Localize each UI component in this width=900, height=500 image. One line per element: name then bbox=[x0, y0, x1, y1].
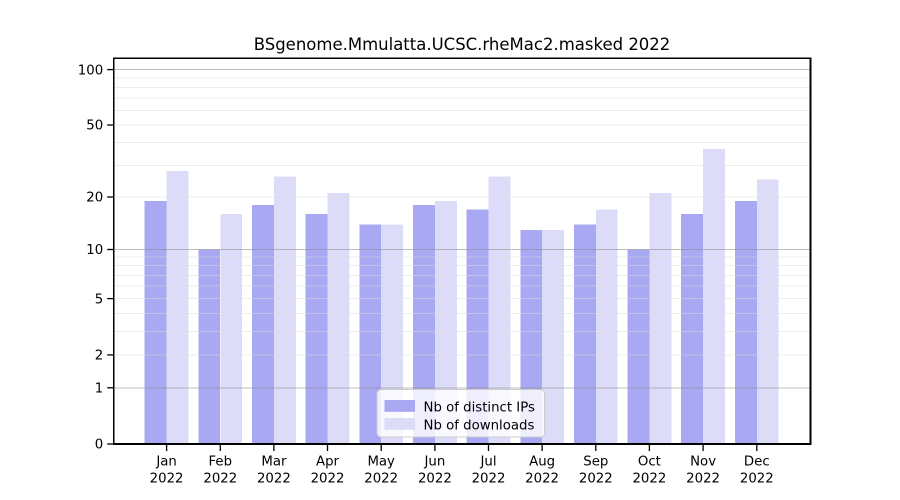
x-tick-label-year: 2022 bbox=[579, 472, 613, 487]
legend-swatch-distinct-ips bbox=[384, 400, 415, 412]
legend-label-distinct-ips: Nb of distinct IPs bbox=[424, 400, 536, 415]
y-tick-label: 10 bbox=[86, 243, 103, 258]
legend-label-downloads: Nb of downloads bbox=[424, 418, 535, 433]
bars-layer bbox=[144, 148, 779, 445]
bar-distinct-ips-dec bbox=[734, 201, 757, 444]
x-tick-label-month: May bbox=[367, 455, 395, 470]
bar-distinct-ips-feb bbox=[198, 249, 221, 444]
x-tick-label-month: Aug bbox=[529, 455, 555, 470]
x-tick-label-month: Dec bbox=[744, 455, 770, 470]
bar-downloads-jan bbox=[166, 170, 189, 445]
bar-downloads-aug bbox=[542, 229, 564, 444]
y-tick-label: 2 bbox=[95, 349, 103, 364]
y-tick-label: 0 bbox=[95, 438, 103, 453]
bar-downloads-mar bbox=[273, 176, 296, 444]
bar-distinct-ips-apr bbox=[305, 214, 328, 444]
x-tick-label-year: 2022 bbox=[740, 472, 774, 487]
bar-downloads-feb bbox=[220, 214, 243, 444]
x-tick-label-year: 2022 bbox=[257, 472, 291, 487]
bar-distinct-ips-sep bbox=[573, 224, 596, 444]
x-tick-label-month: Nov bbox=[690, 455, 716, 470]
x-tick-label-month: Jun bbox=[424, 455, 446, 470]
y-tick-label: 20 bbox=[86, 191, 103, 206]
bar-distinct-ips-mar bbox=[252, 205, 274, 444]
x-tick-label-month: Feb bbox=[209, 455, 233, 470]
bar-distinct-ips-may bbox=[359, 224, 382, 444]
bar-downloads-oct bbox=[649, 193, 672, 444]
x-tick-label-year: 2022 bbox=[203, 472, 237, 487]
x-tick-label-year: 2022 bbox=[525, 472, 559, 487]
bar-downloads-sep bbox=[595, 209, 618, 444]
bar-distinct-ips-jan bbox=[144, 201, 167, 444]
bar-downloads-nov bbox=[703, 148, 725, 444]
y-tick-label: 100 bbox=[78, 63, 103, 78]
bar-downloads-dec bbox=[756, 179, 779, 444]
x-tick-label-year: 2022 bbox=[311, 472, 345, 487]
x-tick-label-month: Mar bbox=[261, 455, 287, 470]
gridlines-layer bbox=[113, 69, 811, 389]
x-tick-label-year: 2022 bbox=[686, 472, 720, 487]
legend: Nb of distinct IPs Nb of downloads bbox=[376, 389, 545, 438]
x-tick-label-month: Jan bbox=[155, 455, 177, 470]
x-tick-label-year: 2022 bbox=[364, 472, 398, 487]
bar-distinct-ips-jun bbox=[413, 205, 435, 444]
y-tick-label: 5 bbox=[95, 292, 103, 307]
x-tick-label-year: 2022 bbox=[472, 472, 506, 487]
x-tick-label-month: Apr bbox=[316, 455, 340, 470]
legend-swatch-downloads bbox=[384, 418, 415, 430]
x-tick-label-month: Sep bbox=[583, 455, 608, 470]
x-tick-label-month: Oct bbox=[638, 455, 661, 470]
bar-downloads-apr bbox=[327, 193, 350, 444]
bar-downloads-jun bbox=[434, 201, 457, 444]
y-tick-label: 50 bbox=[86, 119, 103, 134]
axes-layer: 0 1 2 5 10 20 50 100 Jan 2022 Feb 2022 Mar 2022 Apr 202… bbox=[78, 57, 812, 487]
plot-border bbox=[112, 57, 812, 445]
y-tick-label: 1 bbox=[95, 382, 103, 397]
x-tick-label-year: 2022 bbox=[418, 472, 452, 487]
bar-distinct-ips-jul bbox=[466, 209, 489, 444]
x-tick-label-year: 2022 bbox=[150, 472, 184, 487]
x-tick-label-month: Jul bbox=[479, 455, 496, 470]
bar-distinct-ips-nov bbox=[681, 214, 704, 444]
bar-downloads-jul bbox=[488, 176, 511, 444]
bar-distinct-ips-oct bbox=[627, 249, 650, 444]
chart-title: BSgenome.Mmulatta.UCSC.rheMac2.masked 20… bbox=[254, 35, 671, 54]
legend-box bbox=[376, 389, 545, 438]
x-tick-label-year: 2022 bbox=[632, 472, 666, 487]
